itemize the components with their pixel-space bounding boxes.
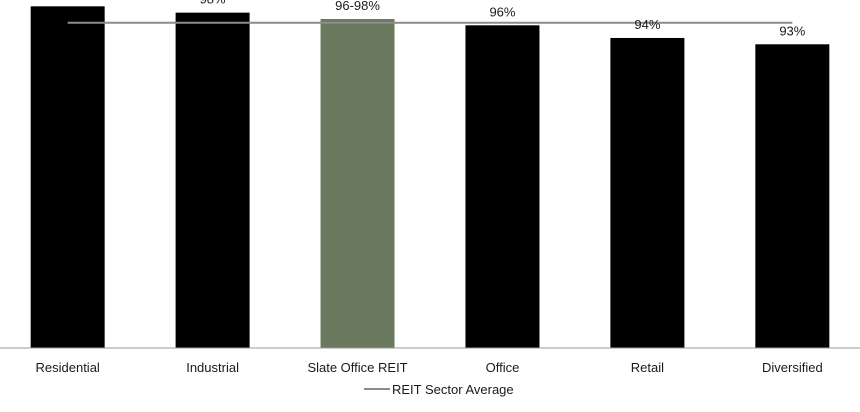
bar-office — [465, 25, 540, 349]
bar-residential — [30, 6, 105, 349]
data-label: 96-98% — [335, 0, 380, 13]
data-label: 98% — [200, 0, 226, 7]
bar-retail — [610, 37, 685, 349]
data-label: 94% — [634, 17, 660, 32]
category-label: Residential — [36, 360, 100, 375]
category-labels-group: Residential Industrial Slate Office REIT Of… — [36, 360, 823, 375]
category-label: Office — [486, 360, 520, 375]
bar-slate-office-reit — [320, 18, 395, 349]
category-label: Industrial — [186, 360, 239, 375]
category-label: Diversified — [762, 360, 823, 375]
data-label: 93% — [779, 23, 805, 38]
legend-label: REIT Sector Average — [392, 382, 514, 397]
legend: REIT Sector Average — [364, 382, 514, 397]
data-label: 96% — [489, 4, 515, 19]
bar-industrial — [175, 12, 250, 349]
bars-group — [30, 6, 830, 349]
bar-diversified — [755, 44, 830, 349]
category-label: Retail — [631, 360, 664, 375]
category-label: Slate Office REIT — [307, 360, 407, 375]
value-labels-group: 99%98%96-98%96%94%93% — [55, 0, 806, 38]
